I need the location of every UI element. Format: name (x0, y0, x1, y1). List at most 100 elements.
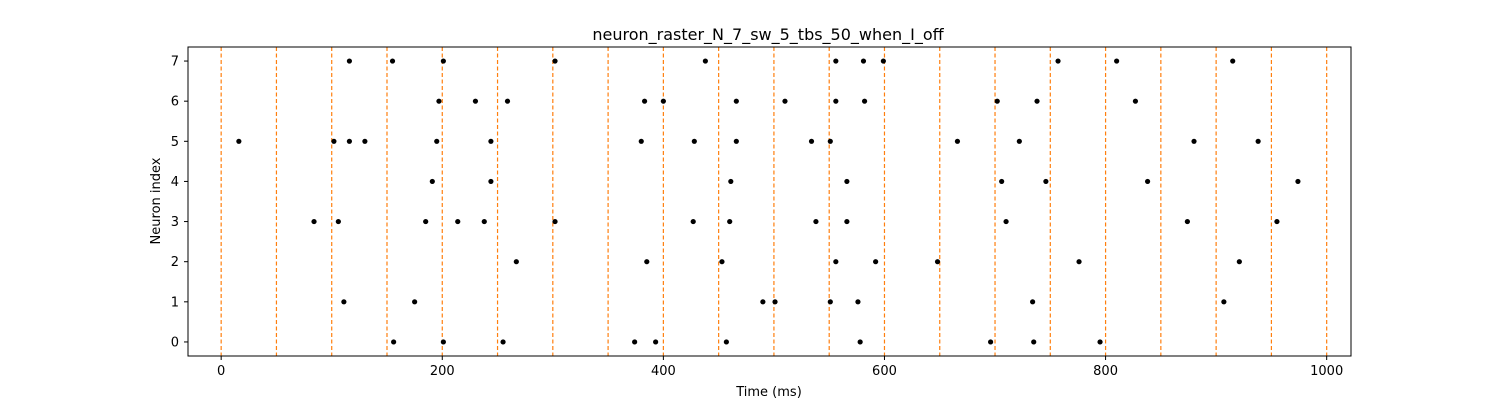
spike-n0-t255 (500, 339, 506, 345)
spike-n5-t938 (1255, 138, 1261, 144)
spike-n3-t302 (552, 218, 558, 225)
spike-n1-t907 (1221, 299, 1227, 305)
x-axis-ticks: 0 200 400 600 800 1000 (217, 356, 1343, 379)
y-tick-label: 7 (171, 55, 179, 70)
spike-n4-t461 (728, 178, 734, 185)
spike-n7-t810 (1114, 58, 1120, 64)
spike-n3-t84 (311, 218, 317, 225)
y-tick-label: 2 (171, 255, 179, 270)
spike-n6-t510 (782, 98, 788, 104)
spike-n7-t438 (702, 58, 708, 64)
spike-markers (236, 58, 1301, 345)
spike-n6-t702 (994, 98, 1000, 104)
spike-n4-t706 (999, 178, 1005, 185)
spike-n5-t130 (362, 138, 368, 144)
spike-n3-t185 (423, 218, 429, 225)
spike-n7-t915 (1230, 58, 1236, 64)
spike-n7-t201 (440, 58, 446, 64)
spike-n2-t385 (644, 259, 650, 265)
spike-n5-t244 (488, 138, 494, 144)
spike-n5-t880 (1191, 138, 1197, 144)
spike-n7-t302 (552, 58, 558, 64)
spike-n3-t460 (727, 218, 733, 225)
spike-n6-t259 (504, 98, 511, 104)
x-tick-label: 800 (1093, 364, 1118, 379)
y-tick-label: 0 (171, 335, 179, 350)
spike-n7-t155 (389, 58, 396, 64)
spike-n5-t466 (733, 138, 739, 144)
spike-n7-t599 (880, 58, 886, 64)
spike-n3-t427 (690, 218, 696, 225)
spike-n7-t556 (833, 58, 839, 64)
spike-n3-t710 (1003, 218, 1009, 225)
chart-title: neuron_raster_N_7_sw_5_tbs_50_when_I_off (592, 25, 944, 45)
spike-n4-t746 (1043, 178, 1049, 185)
spike-n4-t244 (488, 178, 494, 185)
spike-n0-t393 (653, 339, 659, 345)
spike-n5-t722 (1016, 138, 1022, 144)
spike-n6-t466 (733, 98, 739, 104)
stimulus-lines (220, 47, 1328, 356)
spike-n5-t551 (827, 138, 833, 144)
spike-n2-t921 (1236, 259, 1242, 265)
spike-n2-t267 (513, 259, 519, 265)
spike-n5-t16 (236, 138, 242, 144)
spike-n3-t566 (844, 218, 850, 225)
spike-n5-t102 (331, 138, 337, 144)
spike-n0-t578 (857, 339, 863, 345)
spike-n5-t666 (954, 138, 961, 144)
spike-n5-t428 (691, 138, 697, 144)
spike-n1-t576 (855, 299, 861, 305)
x-tick-label: 0 (217, 364, 225, 379)
spike-n0-t156 (391, 339, 397, 345)
spike-n4-t566 (844, 178, 850, 185)
spike-n3-t238 (481, 218, 487, 225)
spike-n5-t534 (808, 138, 815, 144)
spike-n4-t974 (1295, 178, 1301, 185)
spike-n3-t538 (813, 218, 819, 225)
y-axis-label: Neuron index (149, 157, 164, 244)
spike-n6-t400 (660, 98, 666, 104)
spike-n1-t490 (760, 299, 766, 305)
x-tick-label: 1000 (1310, 364, 1343, 379)
spike-n3-t106 (335, 218, 341, 225)
spike-n2-t776 (1076, 259, 1082, 265)
spike-n1-t734 (1030, 299, 1036, 305)
spike-n2-t648 (934, 259, 941, 265)
spike-n0-t795 (1097, 339, 1103, 345)
spike-n5-t380 (638, 138, 644, 144)
spike-n7-t581 (860, 58, 867, 64)
x-tick-label: 600 (872, 364, 897, 379)
spike-n3-t955 (1274, 218, 1280, 225)
spike-n6-t738 (1034, 98, 1040, 104)
spike-n6-t556 (833, 98, 839, 104)
spike-n2-t592 (873, 259, 879, 265)
spike-n5-t116 (346, 138, 353, 144)
spike-n4-t838 (1144, 178, 1151, 185)
spike-n3-t214 (455, 218, 461, 225)
spike-n4-t191 (429, 178, 435, 185)
y-tick-label: 1 (171, 295, 179, 310)
spike-n1-t551 (827, 299, 833, 305)
spike-n6-t230 (472, 98, 479, 104)
spike-n7-t116 (346, 58, 353, 64)
spike-n7-t757 (1055, 58, 1061, 64)
spike-n2-t556 (833, 259, 839, 265)
spike-n0-t201 (440, 339, 446, 345)
spike-n6-t383 (641, 98, 648, 104)
y-tick-label: 5 (171, 135, 179, 150)
y-tick-label: 4 (171, 175, 179, 190)
spike-n1-t501 (772, 299, 778, 305)
spike-n2-t453 (719, 259, 725, 265)
spike-n6-t582 (861, 98, 868, 104)
spike-n0-t735 (1031, 339, 1037, 345)
spike-n1-t175 (412, 299, 418, 305)
spike-n5-t195 (434, 138, 440, 144)
x-tick-label: 200 (430, 364, 455, 379)
spike-n6-t197 (436, 98, 442, 104)
spike-n0-t374 (632, 339, 638, 345)
plot-frame (187, 46, 1352, 357)
spike-n6-t827 (1132, 98, 1139, 104)
spike-n3-t874 (1184, 218, 1190, 225)
